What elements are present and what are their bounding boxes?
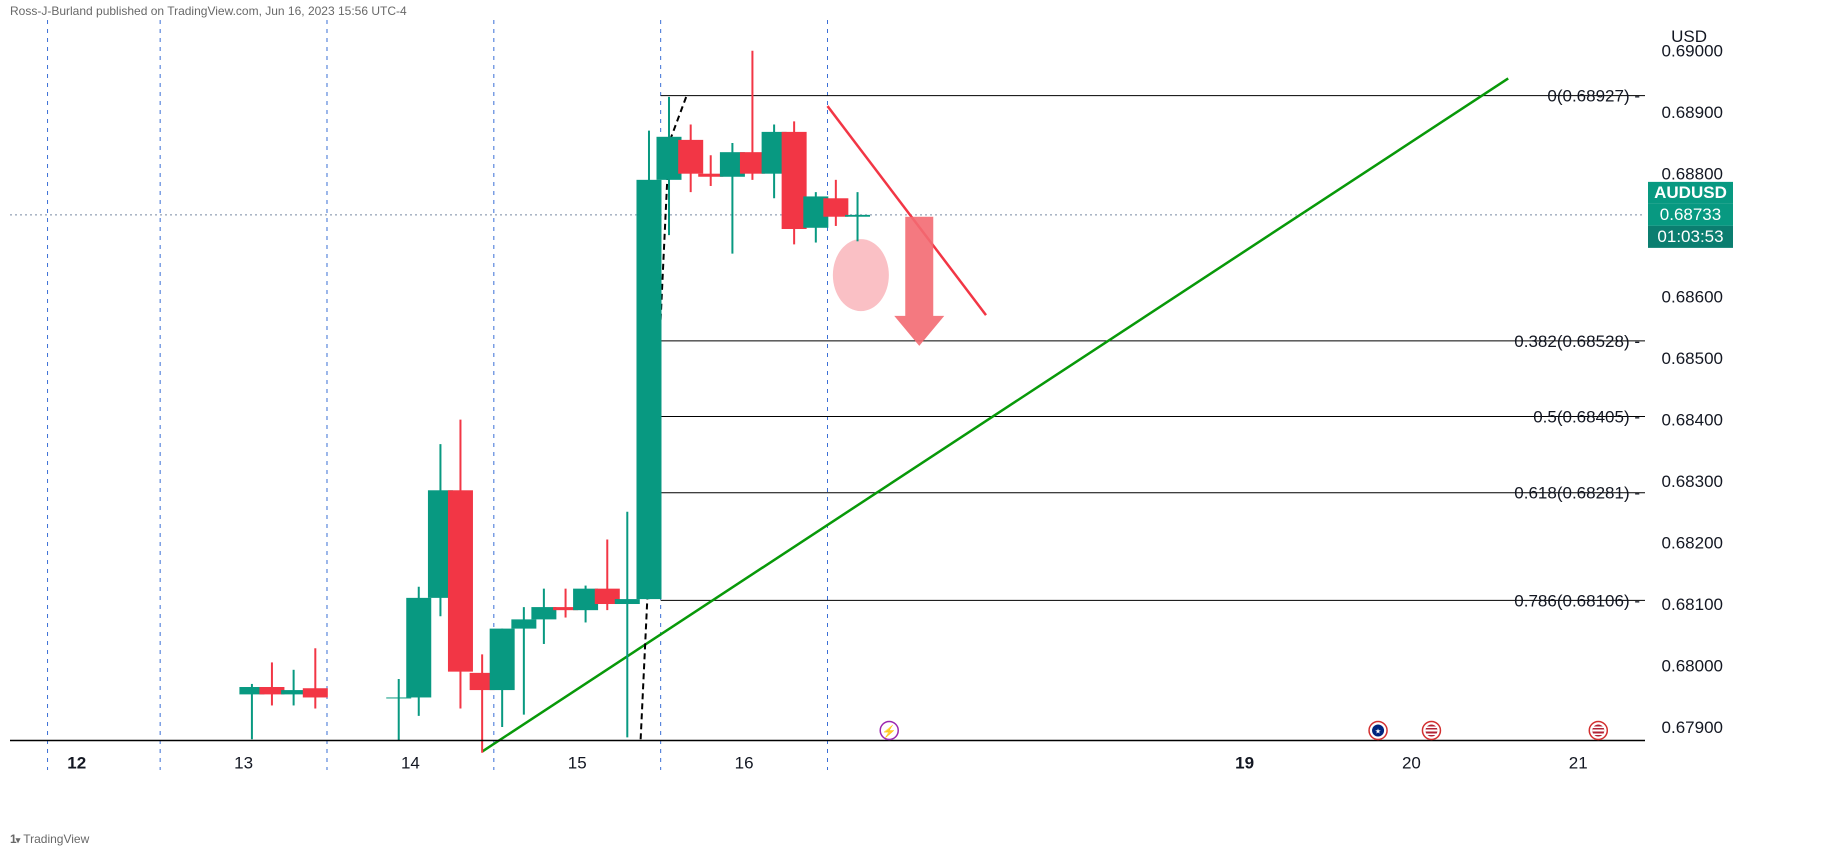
candle-body[interactable] xyxy=(615,599,640,604)
x-tick-label: 19 xyxy=(1235,753,1254,772)
fib-level-label: 0.786(0.68106) - xyxy=(1514,591,1640,610)
fib-level-label: 0.382(0.68528) - xyxy=(1514,332,1640,351)
fib-level-label: 0.5(0.68405) - xyxy=(1533,408,1640,427)
tv-logo-icon: 1▾ xyxy=(10,832,19,846)
y-tick-label: 0.68800 xyxy=(1662,165,1723,184)
x-tick-label: 13 xyxy=(234,753,253,772)
y-tick-label: 0.68900 xyxy=(1662,103,1723,122)
candle-body[interactable] xyxy=(845,215,870,217)
x-tick-label: 16 xyxy=(735,753,754,772)
candle-body[interactable] xyxy=(740,152,765,174)
y-tick-label: 0.69000 xyxy=(1662,42,1723,61)
candle-body[interactable] xyxy=(636,180,661,599)
y-tick-label: 0.68000 xyxy=(1662,656,1723,675)
fib-level-label: 0(0.68927) - xyxy=(1547,87,1640,106)
fib-level-label: 0.618(0.68281) - xyxy=(1514,484,1640,503)
price-tag-label: 0.68733 xyxy=(1660,205,1721,224)
highlight-ellipse[interactable] xyxy=(833,239,889,311)
candle-body[interactable] xyxy=(511,619,536,628)
y-tick-label: 0.68100 xyxy=(1662,595,1723,614)
x-tick-label: 14 xyxy=(401,753,420,772)
event-marker-glyph: ⚡ xyxy=(882,724,897,738)
y-tick-label: 0.67900 xyxy=(1662,718,1723,737)
candle-body[interactable] xyxy=(782,132,807,229)
chart-svg: 0(0.68927) - 0.382(0.68528) - 0.5(0.68405)… xyxy=(10,20,1825,820)
y-tick-label: 0.68500 xyxy=(1662,349,1723,368)
y-tick-label: 0.68200 xyxy=(1662,534,1723,553)
trendline-support[interactable] xyxy=(482,78,1508,751)
candle-body[interactable] xyxy=(386,697,411,698)
attribution-text: Ross-J-Burland published on TradingView.… xyxy=(10,4,407,18)
y-tick-label: 0.68300 xyxy=(1662,472,1723,491)
candle-body[interactable] xyxy=(573,589,598,611)
y-tick-label: 0.68600 xyxy=(1662,288,1723,307)
candle-body[interactable] xyxy=(448,490,473,671)
candle-body[interactable] xyxy=(823,198,848,216)
candle-body[interactable] xyxy=(657,137,682,180)
candle-body[interactable] xyxy=(531,607,556,619)
footer-brand-label: TradingView xyxy=(23,832,89,846)
candle-body[interactable] xyxy=(490,629,515,690)
candle-body[interactable] xyxy=(303,688,328,697)
chart-canvas[interactable]: 0(0.68927) - 0.382(0.68528) - 0.5(0.68405)… xyxy=(10,20,1825,820)
countdown-tag-label: 01:03:53 xyxy=(1657,227,1723,246)
y-tick-label: 0.68400 xyxy=(1662,411,1723,430)
candle-body[interactable] xyxy=(259,687,284,694)
symbol-tag-label: AUDUSD xyxy=(1654,183,1727,202)
candle-body[interactable] xyxy=(406,598,431,698)
x-tick-label: 21 xyxy=(1569,753,1588,772)
svg-text:★: ★ xyxy=(1375,727,1381,735)
x-tick-label: 15 xyxy=(568,753,587,772)
x-tick-label: 12 xyxy=(67,753,86,772)
candle-body[interactable] xyxy=(678,140,703,174)
candle-body[interactable] xyxy=(698,174,723,177)
arrow-down-annotation[interactable] xyxy=(894,217,944,346)
x-tick-label: 20 xyxy=(1402,753,1421,772)
footer-branding: 1▾ TradingView xyxy=(10,832,89,846)
candle-body[interactable] xyxy=(281,690,306,694)
